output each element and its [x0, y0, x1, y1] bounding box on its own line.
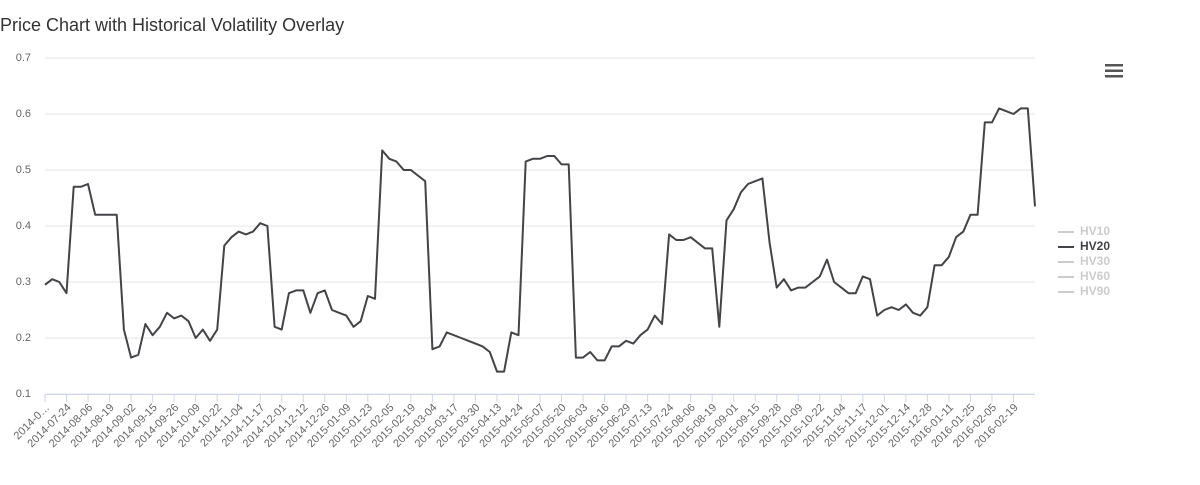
- line-series: [44, 107, 1036, 373]
- menu-bar: [1105, 64, 1123, 67]
- menu-button[interactable]: [1105, 64, 1123, 78]
- y-tick-label: 0.7: [16, 52, 31, 64]
- y-tick-label: 0.3: [16, 276, 31, 288]
- y-tick-label: 0.2: [16, 332, 31, 344]
- menu-bar: [1105, 75, 1123, 78]
- y-tick-label: 0.6: [16, 108, 31, 120]
- legend-item[interactable]: HV90: [1080, 284, 1110, 298]
- legend-item[interactable]: HV20: [1080, 239, 1110, 253]
- legend-item[interactable]: HV10: [1080, 224, 1110, 238]
- y-tick-label: 0.1: [16, 388, 31, 400]
- chart-title: Price Chart with Historical Volatility O…: [0, 15, 344, 35]
- y-tick-label: 0.4: [16, 220, 31, 232]
- menu-bar: [1105, 69, 1123, 72]
- y-tick-label: 0.5: [16, 164, 31, 176]
- legend-item[interactable]: HV60: [1080, 269, 1110, 283]
- legend-item[interactable]: HV30: [1080, 254, 1110, 268]
